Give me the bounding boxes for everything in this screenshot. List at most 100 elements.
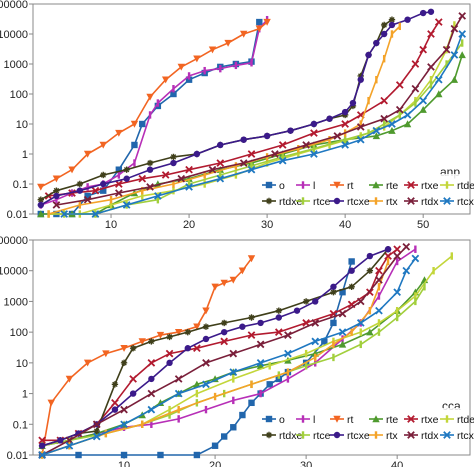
data-point-rte [37, 210, 45, 218]
data-point-rtcxe [348, 267, 355, 274]
data-point-rtcxe [217, 141, 224, 149]
data-point-o [170, 90, 177, 98]
series-line-rtxe [48, 21, 440, 197]
data-point-rtcxe [146, 166, 154, 173]
x-tick-label: 20 [209, 460, 221, 467]
data-point-rtdx [411, 84, 420, 93]
data-point-o [256, 18, 263, 26]
data-point-rte [372, 132, 381, 140]
data-point-rte [388, 126, 396, 134]
data-point-rt [120, 345, 128, 352]
y-tick-label: 100 [10, 89, 28, 101]
data-point-rtx [109, 195, 113, 204]
legend-label: rte [386, 414, 398, 426]
x-tick-label: 10 [105, 219, 117, 231]
data-point-rtdx [147, 389, 156, 398]
legend-label: rtx [386, 196, 398, 208]
data-point-rtx [359, 120, 362, 128]
data-point-rtcxe [37, 201, 45, 209]
data-point-rtcx [216, 174, 225, 183]
data-point-rtcx [256, 359, 265, 367]
legend-item-rtxe: rtxe [404, 414, 439, 426]
data-point-rtdxe [146, 159, 154, 167]
data-point-rtx [104, 429, 108, 438]
x-tick-label: 40 [391, 460, 403, 467]
data-point-rtx [398, 22, 401, 31]
data-point-o [330, 319, 337, 327]
legend-item-rtdx: rtdx [404, 196, 439, 208]
data-point-rt [52, 175, 61, 183]
data-point-rtdxe [184, 328, 191, 336]
data-point-rtcx [311, 337, 320, 346]
data-point-rtxe [395, 81, 404, 89]
data-point-rtdx [302, 141, 310, 149]
series-line-rtdx [41, 246, 407, 456]
data-point-rtcxe [240, 136, 247, 143]
data-point-rtx [382, 55, 386, 63]
legend-label: rt [347, 414, 353, 426]
data-point-rtdx [338, 309, 347, 318]
data-point-rtdx [208, 165, 217, 174]
data-point-rtx [297, 145, 300, 153]
legend-label: rtcxe [347, 430, 370, 442]
data-point-o [348, 258, 355, 265]
data-point-rtcxe [76, 187, 84, 194]
legend-swatch-marker [333, 181, 341, 189]
legend-label: rtde [457, 180, 474, 192]
series-l [39, 15, 269, 209]
data-point-rtx [377, 283, 381, 291]
data-point-rt [220, 279, 228, 287]
data-point-o [211, 442, 219, 449]
y-tick-label: 1 [22, 389, 28, 401]
data-point-rtcx [411, 254, 420, 263]
data-point-rtcxe [366, 252, 374, 260]
data-point-rtcxe [202, 335, 210, 343]
data-point-rt [146, 93, 154, 101]
legend-item-rtce: rtce [296, 430, 331, 442]
data-point-rtcxe [388, 21, 396, 29]
data-point-rtxe [129, 375, 137, 383]
data-point-rtce [460, 39, 464, 47]
legend-swatch-marker [301, 181, 305, 189]
data-point-rt [193, 323, 201, 331]
data-point-rtcxe [123, 175, 130, 182]
legend-swatch-marker [333, 415, 341, 423]
data-point-l [150, 420, 153, 428]
data-point-rtcx [372, 126, 381, 135]
data-point-rtcx [92, 432, 101, 441]
data-point-rtde [414, 292, 417, 300]
data-point-rtdxe [111, 381, 119, 388]
data-point-rtdxe [53, 187, 60, 194]
data-point-rtde [195, 389, 199, 398]
data-point-rtdxe [170, 153, 177, 161]
data-point-rtcxe [170, 159, 177, 167]
data-point-l [156, 99, 160, 107]
data-point-rtdxe [37, 196, 45, 203]
data-point-rtcx [419, 96, 428, 105]
data-point-rtx [368, 306, 372, 315]
data-point-rt [208, 46, 217, 54]
data-point-rtce [312, 145, 316, 153]
legend-item-o: o [262, 180, 285, 192]
data-point-rtcxe [373, 39, 380, 47]
legend-item-rte: rte [369, 414, 398, 426]
y-tick-label: 1000 [4, 296, 28, 308]
legend-item-o: o [262, 414, 285, 426]
data-point-rtdxe [388, 16, 396, 23]
data-point-rtcxe [100, 180, 107, 188]
chart-panel-anp: 0.010.11101001000100001000001020304050an… [0, 0, 474, 231]
data-point-rtxe [341, 120, 349, 128]
legend-label: rte [386, 180, 398, 192]
x-tick-label: 20 [183, 219, 195, 231]
legend-item-rtcxe: rtcxe [330, 196, 370, 208]
data-point-rtx [203, 171, 206, 179]
data-point-rtxe [185, 165, 193, 174]
data-point-rtdx [450, 24, 459, 33]
data-point-rtcxe [129, 390, 137, 397]
data-point-rtce [359, 340, 362, 349]
data-point-rt [255, 25, 264, 33]
data-point-rte [435, 90, 443, 98]
data-point-rtdx [442, 45, 451, 54]
data-point-rtxe [274, 328, 283, 336]
